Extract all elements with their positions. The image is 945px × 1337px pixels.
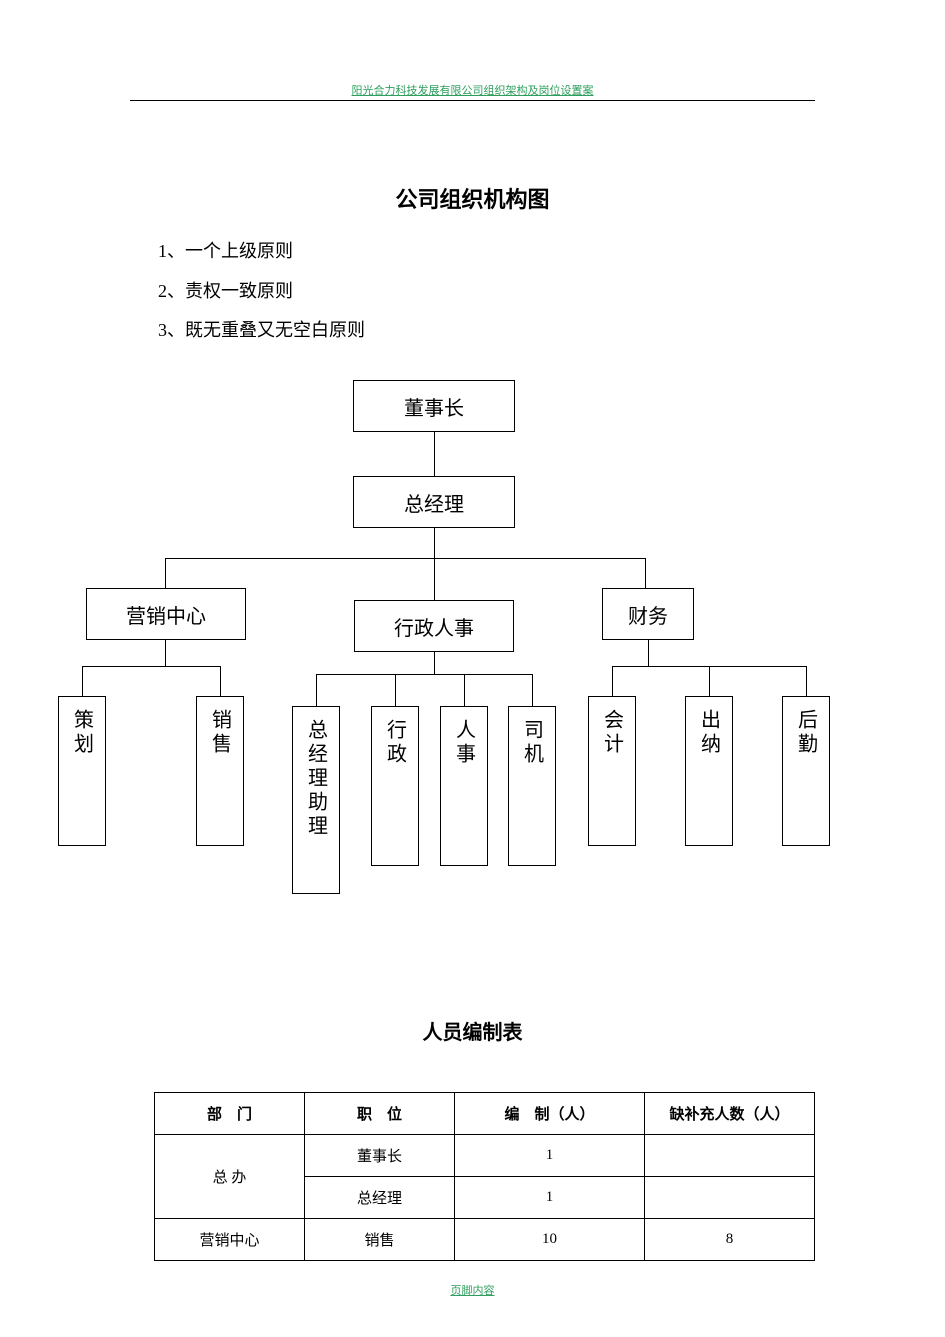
node-chairman: 董事长 — [353, 380, 515, 432]
node-planning: 策划 — [58, 696, 106, 846]
principles-list: 1、一个上级原则 2、责权一致原则 3、既无重叠又无空白原则 — [158, 232, 365, 351]
connector — [82, 666, 83, 696]
node-gm-assistant: 总经理助理 — [292, 706, 340, 894]
connector — [464, 674, 465, 706]
node-admin: 行政 — [371, 706, 419, 866]
connector — [806, 666, 807, 696]
connector — [220, 666, 221, 696]
node-logistics: 后勤 — [782, 696, 830, 846]
connector — [645, 558, 646, 588]
connector — [434, 432, 435, 476]
col-headcount: 编 制（人） — [455, 1093, 645, 1135]
connector — [395, 674, 396, 706]
node-cashier: 出纳 — [685, 696, 733, 846]
cell-gap — [645, 1135, 815, 1177]
table-header-row: 部 门 职 位 编 制（人） 缺补充人数（人） — [155, 1093, 815, 1135]
connector — [165, 558, 645, 559]
node-accounting: 会计 — [588, 696, 636, 846]
connector — [165, 640, 166, 666]
col-gap: 缺补充人数（人） — [645, 1093, 815, 1135]
node-sales: 销售 — [196, 696, 244, 846]
connector — [165, 558, 166, 588]
connector — [532, 674, 533, 706]
principle-3: 3、既无重叠又无空白原则 — [158, 311, 365, 351]
connector — [316, 674, 532, 675]
node-admin-hr: 行政人事 — [354, 600, 514, 652]
node-driver: 司机 — [508, 706, 556, 866]
principle-2: 2、责权一致原则 — [158, 272, 365, 312]
cell-headcount: 1 — [455, 1135, 645, 1177]
node-marketing: 营销中心 — [86, 588, 246, 640]
connector — [648, 640, 649, 666]
cell-gap: 8 — [645, 1219, 815, 1261]
node-hr: 人事 — [440, 706, 488, 866]
cell-headcount: 1 — [455, 1177, 645, 1219]
node-finance: 财务 — [602, 588, 694, 640]
principle-1: 1、一个上级原则 — [158, 232, 365, 272]
header-link[interactable]: 阳光合力科技发展有限公司组织架构及岗位设置案 — [352, 82, 594, 98]
connector — [709, 666, 710, 696]
connector — [612, 666, 613, 696]
table-title: 人员编制表 — [423, 1016, 523, 1045]
col-position: 职 位 — [305, 1093, 455, 1135]
cell-position: 总经理 — [305, 1177, 455, 1219]
cell-dept: 总 办 — [155, 1135, 305, 1219]
connector — [434, 528, 435, 558]
cell-dept: 营销中心 — [155, 1219, 305, 1261]
cell-headcount: 10 — [455, 1219, 645, 1261]
connector — [434, 652, 435, 674]
staff-table: 部 门 职 位 编 制（人） 缺补充人数（人） 总 办 董事长 1 总经理 1 … — [154, 1092, 815, 1261]
page-title: 公司组织机构图 — [395, 182, 549, 214]
connector — [82, 666, 220, 667]
connector — [316, 674, 317, 706]
header-rule — [130, 100, 815, 101]
col-dept: 部 门 — [155, 1093, 305, 1135]
cell-position: 董事长 — [305, 1135, 455, 1177]
footer-link[interactable]: 页脚内容 — [451, 1282, 495, 1298]
cell-gap — [645, 1177, 815, 1219]
table-row: 营销中心 销售 10 8 — [155, 1219, 815, 1261]
node-gm: 总经理 — [353, 476, 515, 528]
org-chart: 董事长 总经理 营销中心 行政人事 财务 策划 销售 总经理助理 行政 人事 司… — [0, 380, 945, 940]
cell-position: 销售 — [305, 1219, 455, 1261]
table-row: 总 办 董事长 1 — [155, 1135, 815, 1177]
connector — [434, 558, 435, 600]
